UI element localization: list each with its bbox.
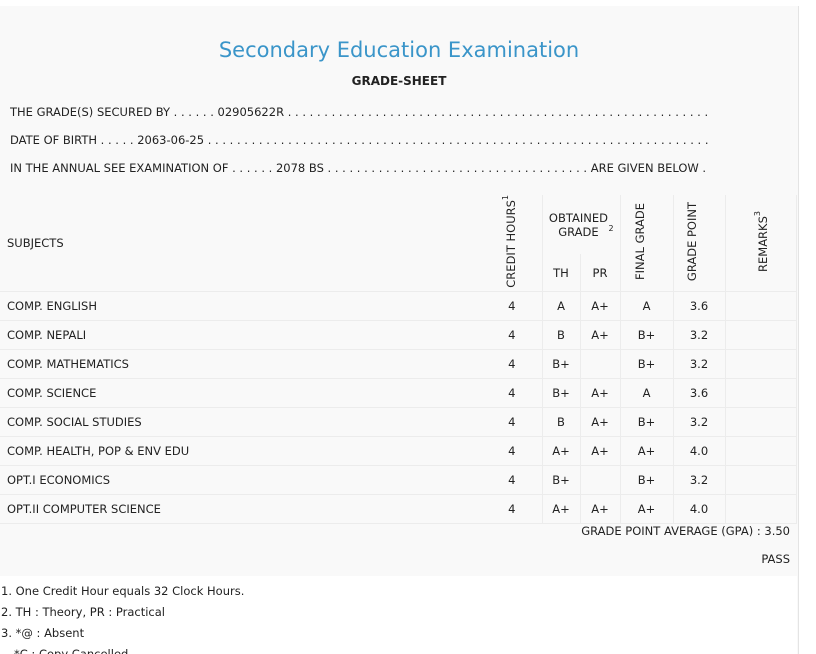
table-row: OPT.II COMPUTER SCIENCE 4 A+ A+ A+ 4.0	[0, 494, 797, 524]
final-grade: A	[620, 291, 674, 321]
final-grade: A+	[620, 494, 674, 524]
note: 2. TH : Theory, PR : Practical	[1, 605, 165, 619]
grade-point: 4.0	[673, 436, 726, 466]
grade-point: 3.2	[673, 465, 726, 495]
remarks	[725, 494, 797, 524]
grade-point: 3.2	[673, 407, 726, 437]
header-text: OBTAINED GRADE	[548, 210, 608, 239]
practical-grade: A+	[580, 320, 621, 350]
result: PASS	[761, 552, 790, 566]
header-obtained: OBTAINED GRADE 2	[542, 195, 621, 255]
table-row: COMP. NEPALI 4 B A+ B+ 3.2	[0, 320, 797, 350]
note: 3. *@ : Absent	[1, 626, 85, 640]
credit-hours: 4	[482, 378, 543, 408]
table-row: COMP. MATHEMATICS 4 B+ B+ 3.2	[0, 349, 797, 379]
info-line: DATE OF BIRTH . . . . . 2063-06-25 . . .…	[10, 133, 710, 147]
credit-hours: 4	[482, 436, 543, 466]
practical-grade: A+	[580, 378, 621, 408]
subject: COMP. ENGLISH	[0, 291, 482, 321]
header-subjects: SUBJECTS	[0, 195, 482, 292]
practical-grade	[580, 349, 621, 379]
subject: COMP. HEALTH, POP & ENV EDU	[0, 436, 482, 466]
subject: COMP. SOCIAL STUDIES	[0, 407, 482, 437]
footnote-mark: 2	[608, 223, 614, 233]
credit-hours: 4	[482, 494, 543, 524]
subject: COMP. MATHEMATICS	[0, 349, 482, 379]
subject: OPT.I ECONOMICS	[0, 465, 482, 495]
credit-hours: 4	[482, 320, 543, 350]
grade-sheet: Secondary Education Examination GRADE-SH…	[0, 6, 799, 654]
remarks	[725, 320, 797, 350]
remarks	[725, 291, 797, 321]
final-grade: B+	[620, 349, 674, 379]
practical-grade: A+	[580, 291, 621, 321]
subtitle: GRADE-SHEET	[351, 74, 447, 88]
final-grade: A	[620, 378, 674, 408]
header-remarks: REMARKS3	[725, 195, 797, 292]
table-body: COMP. ENGLISH 4 A A+ A 3.6 COMP. NEPALI 4 B A+ B+ 3…	[0, 291, 797, 524]
credit-hours: 4	[482, 465, 543, 495]
table-row: COMP. ENGLISH 4 A A+ A 3.6	[0, 291, 797, 321]
theory-grade: B	[542, 407, 581, 437]
header-text: CREDIT HOURS	[503, 200, 518, 288]
theory-grade: B+	[542, 378, 581, 408]
subject: OPT.II COMPUTER SCIENCE	[0, 494, 482, 524]
practical-grade: A+	[580, 494, 621, 524]
footnote-mark: 1	[500, 195, 510, 201]
header-text: GRADE POINT	[685, 201, 699, 281]
info-line: THE GRADE(S) SECURED BY . . . . . . 0290…	[10, 105, 710, 119]
remarks	[725, 465, 797, 495]
title: Secondary Education Examination	[218, 38, 580, 62]
header-pr: PR	[580, 254, 621, 292]
grade-point: 4.0	[673, 494, 726, 524]
header-th: TH	[542, 254, 581, 292]
table-row: OPT.I ECONOMICS 4 B+ B+ 3.2	[0, 465, 797, 495]
grade-point: 3.6	[673, 291, 726, 321]
practical-grade: A+	[580, 436, 621, 466]
final-grade: B+	[620, 407, 674, 437]
note: 1. One Credit Hour equals 32 Clock Hours…	[1, 584, 245, 598]
grade-point: 3.6	[673, 378, 726, 408]
remarks	[725, 436, 797, 466]
practical-grade	[580, 465, 621, 495]
subject: COMP. SCIENCE	[0, 378, 482, 408]
gpa: GRADE POINT AVERAGE (GPA) : 3.50	[581, 524, 790, 538]
header-text: FINAL GRADE	[632, 202, 647, 280]
header-final: FINAL GRADE	[620, 195, 674, 292]
remarks	[725, 407, 797, 437]
table-row: COMP. SOCIAL STUDIES 4 B A+ B+ 3.2	[0, 407, 797, 437]
notes: 1. One Credit Hour equals 32 Clock Hours…	[0, 576, 797, 654]
practical-grade: A+	[580, 407, 621, 437]
remarks	[725, 378, 797, 408]
table-row: COMP. HEALTH, POP & ENV EDU 4 A+ A+ A+ 4.0	[0, 436, 797, 466]
table-row: COMP. SCIENCE 4 B+ A+ A 3.6	[0, 378, 797, 408]
theory-grade: A	[542, 291, 581, 321]
footnote-mark: 3	[753, 210, 763, 216]
credit-hours: 4	[482, 291, 543, 321]
theory-grade: A+	[542, 494, 581, 524]
theory-grade: A+	[542, 436, 581, 466]
header-point: GRADE POINT	[673, 195, 726, 292]
final-grade: B+	[620, 320, 674, 350]
header-text: REMARKS	[756, 215, 771, 272]
remarks	[725, 349, 797, 379]
note: *C : Copy Cancelled	[14, 647, 129, 654]
final-grade: B+	[620, 465, 674, 495]
credit-hours: 4	[482, 407, 543, 437]
grade-point: 3.2	[673, 349, 726, 379]
theory-grade: B+	[542, 465, 581, 495]
theory-grade: B	[542, 320, 581, 350]
final-grade: A+	[620, 436, 674, 466]
info-line: IN THE ANNUAL SEE EXAMINATION OF . . . .…	[10, 161, 710, 175]
grade-point: 3.2	[673, 320, 726, 350]
subject: COMP. NEPALI	[0, 320, 482, 350]
header-credit: CREDIT HOURS1	[482, 195, 543, 292]
theory-grade: B+	[542, 349, 581, 379]
grade-table: SUBJECTS CREDIT HOURS1 OBTAINED GRADE 2 F…	[0, 195, 797, 524]
credit-hours: 4	[482, 349, 543, 379]
